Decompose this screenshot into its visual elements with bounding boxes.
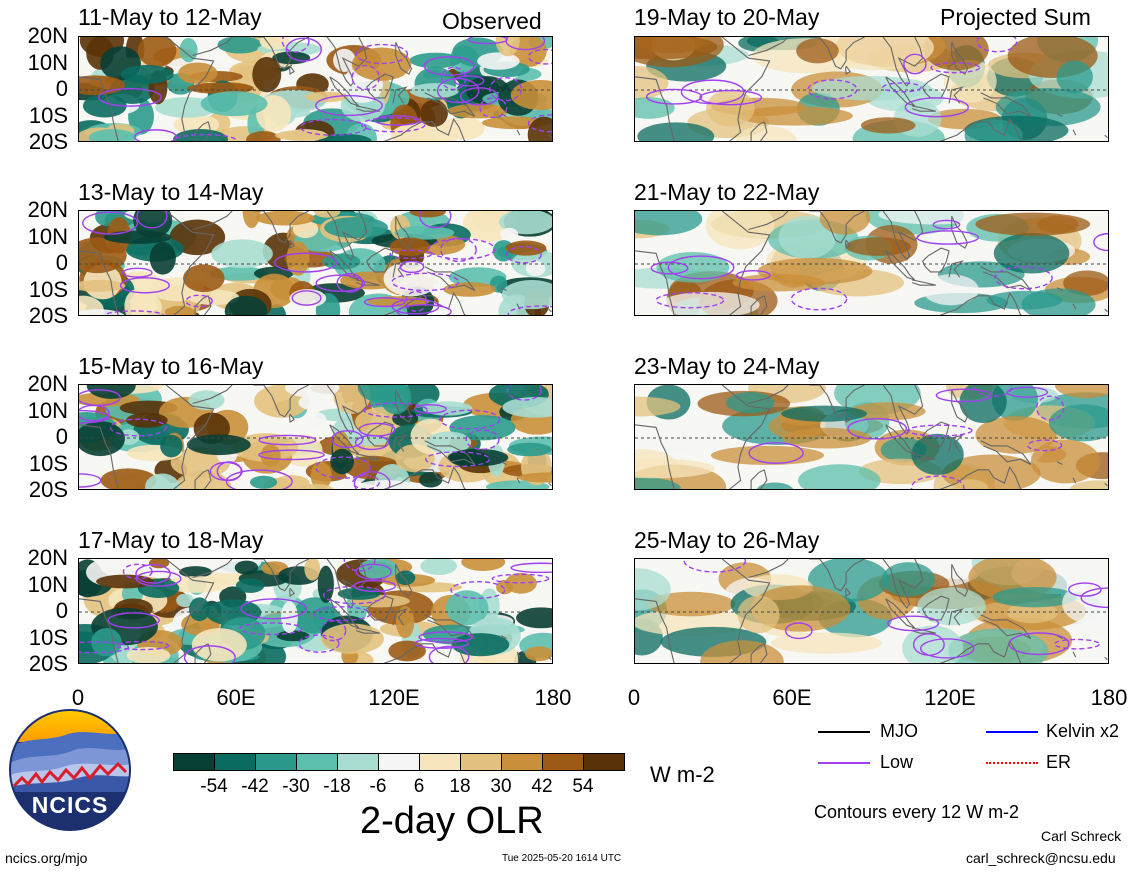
colorbar-title: 2-day OLR <box>360 800 544 842</box>
footer-url: ncics.org/mjo <box>5 850 88 866</box>
legend-label-low: Low <box>880 752 914 772</box>
lat-label: 20S <box>28 303 68 328</box>
colorbar-label: -18 <box>323 776 351 797</box>
colorbar-label: 42 <box>531 776 553 797</box>
colorbar-swatch <box>501 753 543 771</box>
colorbar-label: -6 <box>369 776 387 797</box>
lon-label-left-120e: 120E <box>368 685 420 710</box>
lat-label: 0 <box>55 250 68 275</box>
panel-title-4: 21-May to 22-May <box>634 179 820 205</box>
map-panel-2 <box>634 36 1109 142</box>
footer-timestamp: Tue 2025-05-20 1614 UTC <box>502 853 622 864</box>
panel-title-1: 11-May to 12-May <box>78 4 262 30</box>
panel-title-7: 17-May to 18-May <box>78 527 264 553</box>
map-panel-8 <box>634 558 1109 664</box>
map-panel-1 <box>78 36 553 142</box>
colorbar-swatch <box>419 753 461 771</box>
lat-label: 20N <box>27 371 68 396</box>
colorbar-label: 18 <box>449 776 471 797</box>
lat-label: 20S <box>28 477 68 502</box>
map-panel-5 <box>78 384 553 490</box>
observed-header: Observed <box>442 8 542 34</box>
lon-label-left-0: 0 <box>71 685 85 710</box>
map-panel-4 <box>634 210 1109 316</box>
colorbar-label: 6 <box>413 776 425 797</box>
colorbar-label: -42 <box>241 776 269 797</box>
lat-label: 20N <box>27 23 68 48</box>
legend-line-kelvin <box>986 731 1038 733</box>
colorbar-swatch <box>173 753 215 771</box>
lat-label: 10S <box>28 451 68 476</box>
colorbar-units: W m-2 <box>650 762 715 787</box>
lon-label-right-180: 180 <box>1090 685 1128 710</box>
lat-label: 20S <box>28 651 68 676</box>
lon-label-left-180: 180 <box>534 685 572 710</box>
colorbar-swatch <box>378 753 420 771</box>
lat-label: 10N <box>27 50 68 75</box>
legend-label-er: ER <box>1046 752 1072 772</box>
footer-email: carl_schreck@ncsu.edu <box>966 850 1116 866</box>
lon-label-right-0: 0 <box>627 685 641 710</box>
panel-title-5: 15-May to 16-May <box>78 353 264 379</box>
panel-title-6: 23-May to 24-May <box>634 353 820 379</box>
lat-label: 10S <box>28 103 68 128</box>
colorbar-label: 30 <box>490 776 512 797</box>
lat-label: 0 <box>55 76 68 101</box>
colorbar-swatch <box>542 753 584 771</box>
colorbar-label: -54 <box>200 776 228 797</box>
legend-line-mjo <box>818 731 870 733</box>
ncics-logo-text: NCICS <box>31 792 109 818</box>
contour-note: Contours every 12 W m-2 <box>814 802 1020 822</box>
legend-line-er <box>986 762 1038 764</box>
panel-title-8: 25-May to 26-May <box>634 527 820 553</box>
lat-label: 0 <box>55 424 68 449</box>
lat-label: 10S <box>28 625 68 650</box>
colorbar-label: 54 <box>572 776 594 797</box>
legend-label-mjo: MJO <box>880 721 918 741</box>
map-panel-7 <box>78 558 553 664</box>
lat-label: 10N <box>27 398 68 423</box>
lat-label: 10N <box>27 224 68 249</box>
map-panel-6 <box>634 384 1109 490</box>
lon-label-left-60e: 60E <box>216 685 256 710</box>
lat-label: 20N <box>27 197 68 222</box>
colorbar-swatch <box>296 753 338 771</box>
colorbar-label: -30 <box>282 776 310 797</box>
panel-title-3: 13-May to 14-May <box>78 179 264 205</box>
lat-label: 10N <box>27 572 68 597</box>
colorbar-swatch <box>583 753 625 771</box>
lon-label-right-120e: 120E <box>924 685 976 710</box>
lat-label: 20S <box>28 129 68 154</box>
lat-label: 0 <box>55 598 68 623</box>
ncics-logo-graphic <box>9 709 131 831</box>
lon-label-right-60e: 60E <box>772 685 812 710</box>
colorbar-swatch <box>214 753 256 771</box>
lat-label: 10S <box>28 277 68 302</box>
footer-author: Carl Schreck <box>1041 828 1122 844</box>
projected-sum-header: Projected Sum <box>940 4 1091 30</box>
legend-label-kelvin: Kelvin x2 <box>1046 721 1120 741</box>
colorbar-swatch <box>337 753 379 771</box>
colorbar-swatch <box>460 753 502 771</box>
ncics-logo: NCICS <box>8 708 132 832</box>
colorbar-swatch <box>255 753 297 771</box>
panel-title-2: 19-May to 20-May <box>634 4 820 30</box>
legend-line-low <box>818 762 870 764</box>
lat-label: 20N <box>27 545 68 570</box>
map-panel-3 <box>78 210 553 316</box>
